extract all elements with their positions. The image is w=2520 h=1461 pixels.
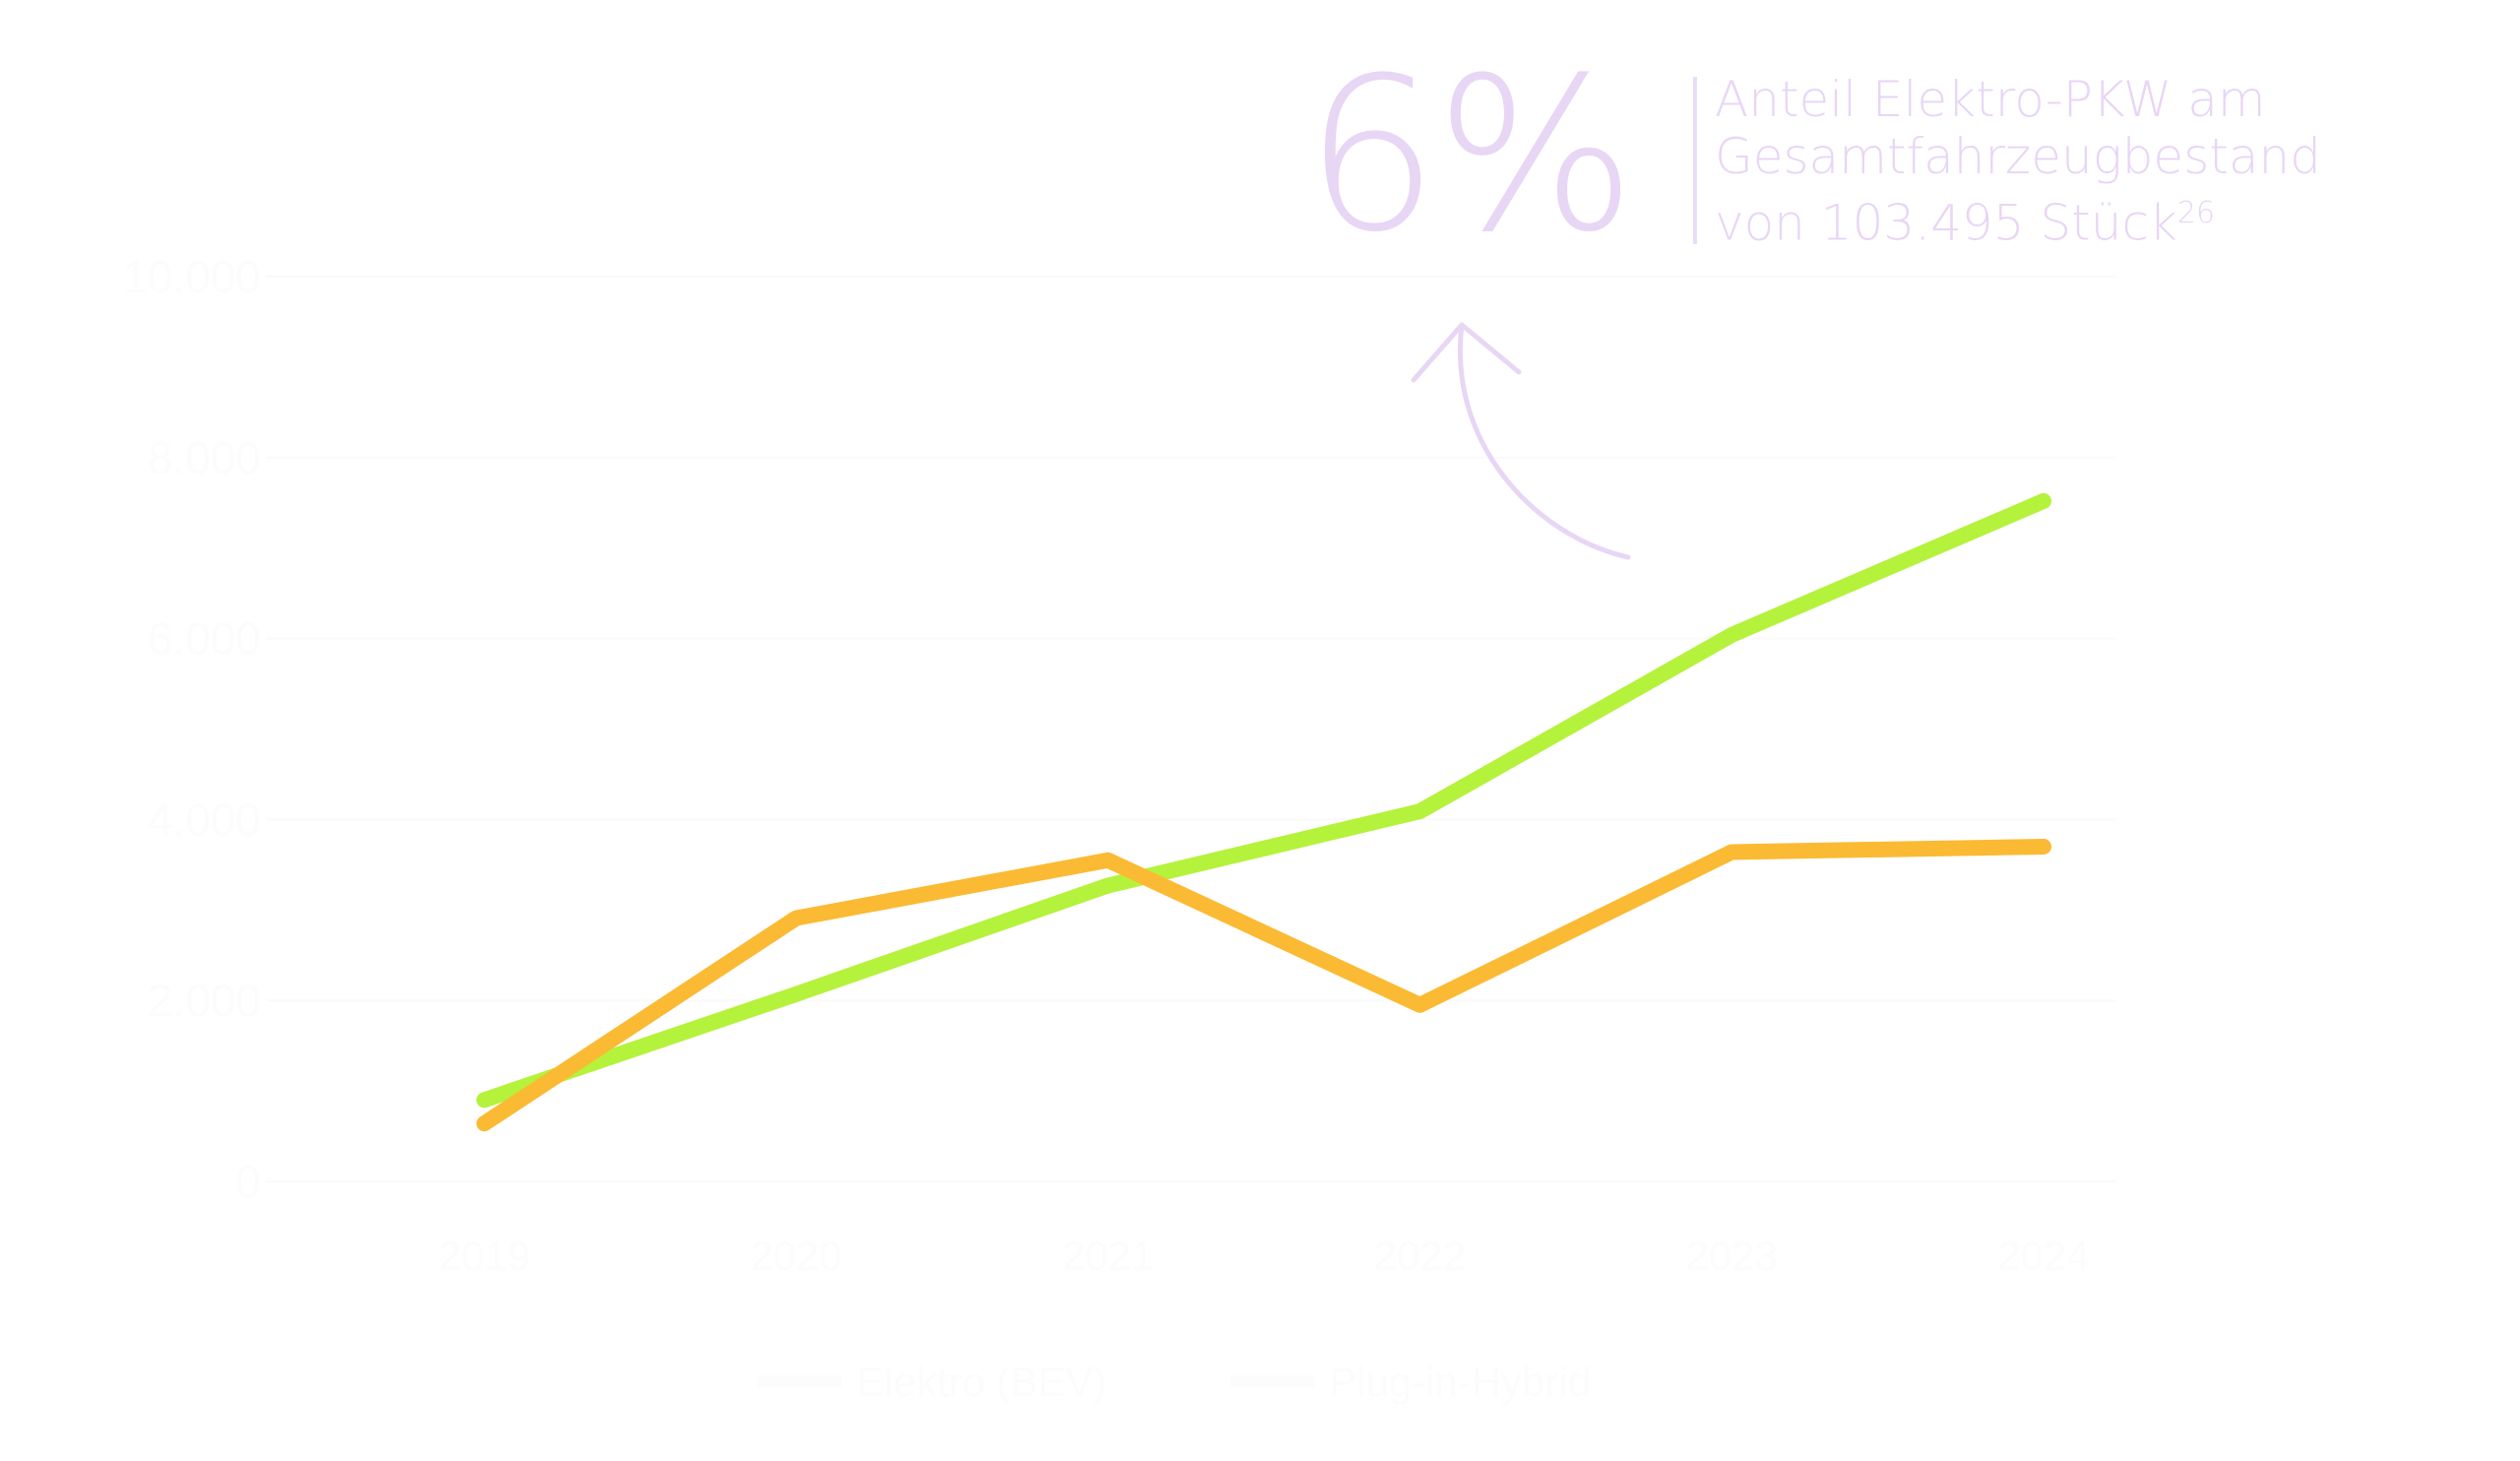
x-tick-label: 2020	[750, 1233, 842, 1279]
data-point	[2043, 499, 2045, 502]
y-tick-label: 2.000	[148, 975, 261, 1026]
annotation-line-3: von 103.495 Stück26	[1715, 185, 2321, 252]
y-tick-label: 10.000	[122, 251, 261, 302]
legend-label: Plug-in-Hybrid	[1329, 1359, 1591, 1405]
annotation-line-1: Anteil Elektro-PKW am	[1715, 71, 2266, 128]
x-axis-ticks: 2019 2020 2021 2022 2023 2024	[438, 1233, 2089, 1279]
y-tick-label: 4.000	[148, 794, 261, 845]
legend-label: Elektro (BEV)	[856, 1359, 1106, 1405]
data-point	[483, 1122, 485, 1125]
y-axis-ticks: 0 2.000 4.000 6.000 8.000 10.000	[122, 251, 261, 1207]
data-point	[1418, 810, 1421, 813]
y-tick-label: 0	[235, 1156, 261, 1207]
series-line-bev	[476, 492, 2051, 1109]
data-point	[1731, 851, 1733, 854]
grid	[266, 276, 2116, 1182]
annotation-line-3-text: von 103.495 Stück	[1715, 194, 2177, 252]
annotation-value: 6%	[1304, 32, 1636, 279]
x-tick-label: 2024	[1997, 1233, 2089, 1279]
annotation-divider	[1693, 77, 1697, 244]
footnote-marker: 26	[2176, 196, 2216, 230]
x-tick-label: 2021	[1062, 1233, 1154, 1279]
data-point	[1731, 633, 1733, 636]
arrow-head-icon	[1411, 322, 1522, 383]
x-tick-label: 2019	[438, 1233, 530, 1279]
series-line-phev	[476, 838, 2051, 1132]
annotation-text: Anteil Elektro-PKW am Gesamtfahrzeugbest…	[1715, 71, 2321, 252]
data-point	[794, 992, 797, 995]
data-point	[1106, 858, 1109, 861]
series-lines	[476, 492, 2051, 1132]
legend: Elektro (BEV) Plug-in-Hybrid	[758, 1359, 1591, 1405]
y-tick-label: 6.000	[148, 613, 261, 665]
data-point	[794, 917, 797, 920]
data-point	[1418, 1003, 1421, 1006]
x-tick-label: 2023	[1685, 1233, 1777, 1279]
data-point	[1106, 884, 1109, 887]
curved-arrow-icon	[1457, 322, 1631, 560]
annotation-line-2: Gesamtfahrzeugbestand	[1715, 128, 2321, 185]
x-tick-label: 2022	[1374, 1233, 1466, 1279]
data-point	[483, 1099, 485, 1102]
y-tick-label: 8.000	[148, 432, 261, 483]
data-point	[2043, 845, 2045, 848]
